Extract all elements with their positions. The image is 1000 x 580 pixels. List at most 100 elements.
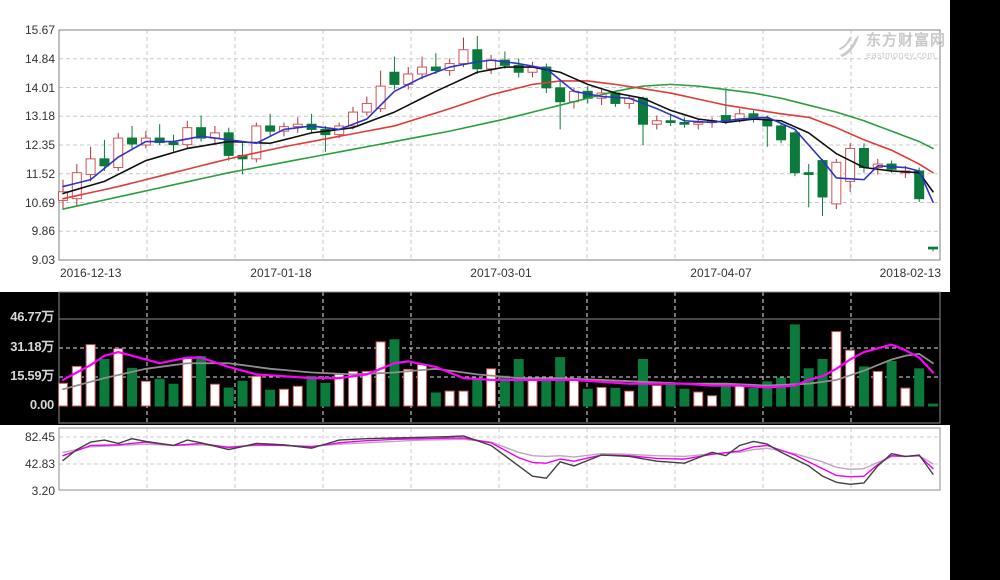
volume-bar (278, 388, 289, 407)
candle (858, 147, 869, 169)
candle (182, 127, 193, 146)
candle (265, 125, 276, 132)
volume-bar (776, 377, 787, 407)
candle (85, 158, 96, 175)
candle (831, 161, 842, 205)
volume-bar (320, 382, 331, 407)
volume-bar (237, 380, 248, 407)
volume-bar (458, 390, 469, 407)
ma-line-red (62, 80, 934, 200)
volume-bar (444, 390, 455, 407)
candle (113, 137, 124, 169)
volume-bar (251, 375, 262, 407)
volume-bar (486, 368, 497, 407)
volume-bar (196, 356, 207, 407)
volume-bar (596, 386, 607, 407)
volume-axis-label: 0.00 (29, 397, 54, 412)
volume-ma-fast (61, 343, 935, 389)
candle (817, 160, 828, 198)
volume-bar (665, 382, 676, 407)
candle (223, 132, 234, 156)
volume-bar (541, 377, 552, 407)
indicator-axis-label: 42.83 (24, 457, 55, 471)
indicator-axis-label: 3.20 (31, 484, 55, 498)
volume-bar (140, 380, 151, 407)
volume-axis-label: 31.18万 (10, 339, 54, 354)
indicator-line-fast (62, 435, 934, 486)
volume-bar (99, 358, 110, 407)
date-axis-label: 2017-04-07 (690, 266, 752, 280)
candle (348, 111, 358, 127)
watermark-url: eastmoney.com (866, 50, 936, 60)
right-black-strip (950, 0, 1000, 580)
volume-bar (168, 383, 179, 407)
candle (71, 172, 82, 200)
candle (693, 121, 704, 125)
volume-bar (914, 368, 925, 407)
price-axis-label: 10.69 (24, 196, 55, 210)
price-axis-label: 14.01 (24, 81, 55, 95)
volume-bar (900, 387, 911, 407)
price-axis-label: 13.18 (24, 109, 55, 123)
volume-bar (693, 391, 704, 407)
volume-bar (209, 383, 220, 407)
volume-bar (886, 360, 897, 407)
candle (154, 137, 165, 144)
candle (789, 132, 800, 174)
volume-bar (306, 375, 317, 407)
candle (196, 127, 207, 139)
candle (168, 142, 179, 146)
volume-bar (720, 383, 731, 407)
candle (472, 49, 483, 70)
candle (389, 71, 400, 85)
price-axis-label: 9.03 (31, 253, 55, 267)
candle (58, 191, 68, 201)
volume-bar (734, 385, 745, 407)
candle (458, 49, 469, 65)
volume-bar (58, 382, 68, 407)
volume-bar (803, 368, 814, 407)
volume-bar (527, 379, 538, 407)
candle (541, 66, 552, 89)
price-axis-label: 15.67 (24, 23, 55, 37)
volume-axis-label: 46.77万 (10, 309, 54, 324)
volume-bar (845, 349, 856, 407)
volume-bar (472, 377, 483, 407)
volume-bar (610, 387, 621, 407)
volume-bar (513, 358, 524, 407)
eastmoney-watermark: 东方财富网 eastmoney.com (838, 33, 946, 63)
volume-bar (403, 368, 414, 407)
indicator-line-mid (62, 437, 934, 478)
ma-line-green (62, 83, 934, 210)
volume-bar (624, 390, 635, 407)
volume-bar (679, 388, 690, 407)
candle (555, 87, 566, 103)
watermark-title: 东方财富网 (866, 32, 947, 49)
volume-bar (651, 385, 662, 407)
volume-bar (182, 358, 193, 407)
candle (651, 120, 662, 125)
date-axis-label: 2017-01-18 (250, 266, 312, 280)
volume-axis-label: 15.59万 (10, 368, 54, 383)
volume-bar (292, 385, 303, 407)
volume-bar (748, 387, 759, 407)
volume-bar (265, 389, 276, 407)
volume-bar (872, 370, 883, 407)
volume-bar (762, 381, 773, 407)
eastmoney-logo-icon (839, 35, 859, 57)
candle (776, 125, 787, 141)
ma-line-black (62, 66, 934, 195)
volume-bar (361, 370, 372, 407)
candle (914, 170, 925, 200)
price-axis-label: 11.52 (25, 167, 55, 181)
volume-bar (223, 387, 234, 407)
volume-bar (582, 388, 593, 407)
candle (513, 64, 524, 73)
candle (375, 85, 386, 110)
candle (127, 137, 138, 145)
candle (762, 118, 773, 127)
volume-bar (430, 392, 441, 407)
volume-bar (928, 403, 938, 407)
